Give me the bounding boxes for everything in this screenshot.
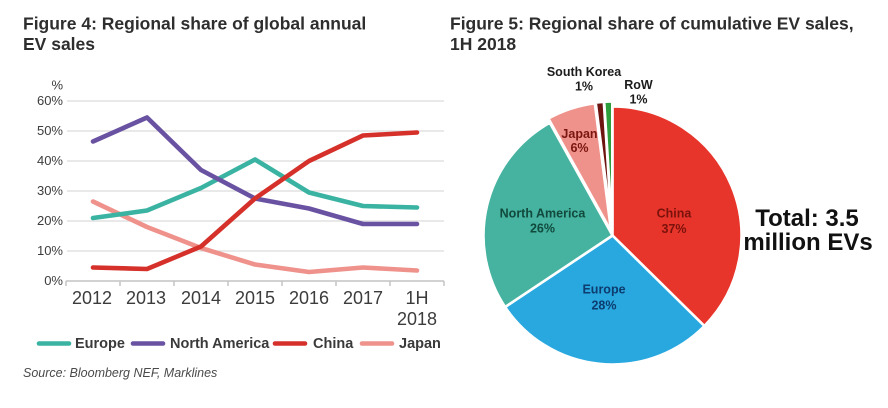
svg-text:0%: 0% <box>44 273 63 288</box>
svg-text:10%: 10% <box>37 243 63 258</box>
svg-text:2017: 2017 <box>343 288 383 308</box>
svg-text:37%: 37% <box>661 222 686 236</box>
svg-text:China: China <box>313 336 354 352</box>
svg-text:28%: 28% <box>591 299 616 313</box>
svg-text:%: % <box>51 78 63 93</box>
svg-text:Total: 3.5: Total: 3.5 <box>755 205 859 232</box>
svg-text:20%: 20% <box>37 213 63 228</box>
svg-text:North America: North America <box>170 336 270 352</box>
svg-text:Europe: Europe <box>582 283 625 297</box>
svg-text:2015: 2015 <box>235 288 275 308</box>
svg-text:RoW: RoW <box>624 78 653 92</box>
svg-text:2014: 2014 <box>181 288 221 308</box>
svg-text:2018: 2018 <box>397 309 437 329</box>
svg-text:South Korea: South Korea <box>547 65 622 79</box>
svg-text:30%: 30% <box>37 183 63 198</box>
svg-text:26%: 26% <box>530 222 555 236</box>
svg-text:1%: 1% <box>575 80 593 94</box>
svg-text:North America: North America <box>500 207 587 221</box>
svg-text:Source: Bloomberg NEF, Marklin: Source: Bloomberg NEF, Marklines <box>23 366 217 380</box>
svg-text:60%: 60% <box>37 93 63 108</box>
svg-text:Figure 5: Regional share of cu: Figure 5: Regional share of cumulative E… <box>450 14 854 34</box>
svg-text:Japan: Japan <box>561 127 597 141</box>
svg-text:6%: 6% <box>570 141 588 155</box>
svg-text:1%: 1% <box>629 93 647 107</box>
svg-text:2012: 2012 <box>72 288 112 308</box>
svg-text:Japan: Japan <box>399 336 441 352</box>
svg-text:Figure 4: Regional share of gl: Figure 4: Regional share of global annua… <box>23 14 366 34</box>
svg-text:million EVs: million EVs <box>743 229 872 256</box>
svg-text:50%: 50% <box>37 123 63 138</box>
svg-text:China: China <box>657 207 693 221</box>
svg-text:2013: 2013 <box>126 288 166 308</box>
svg-text:Europe: Europe <box>75 336 125 352</box>
svg-text:40%: 40% <box>37 153 63 168</box>
svg-text:1H: 1H <box>405 288 428 308</box>
svg-text:EV sales: EV sales <box>23 34 95 54</box>
svg-text:1H 2018: 1H 2018 <box>450 34 516 54</box>
svg-text:2016: 2016 <box>289 288 329 308</box>
